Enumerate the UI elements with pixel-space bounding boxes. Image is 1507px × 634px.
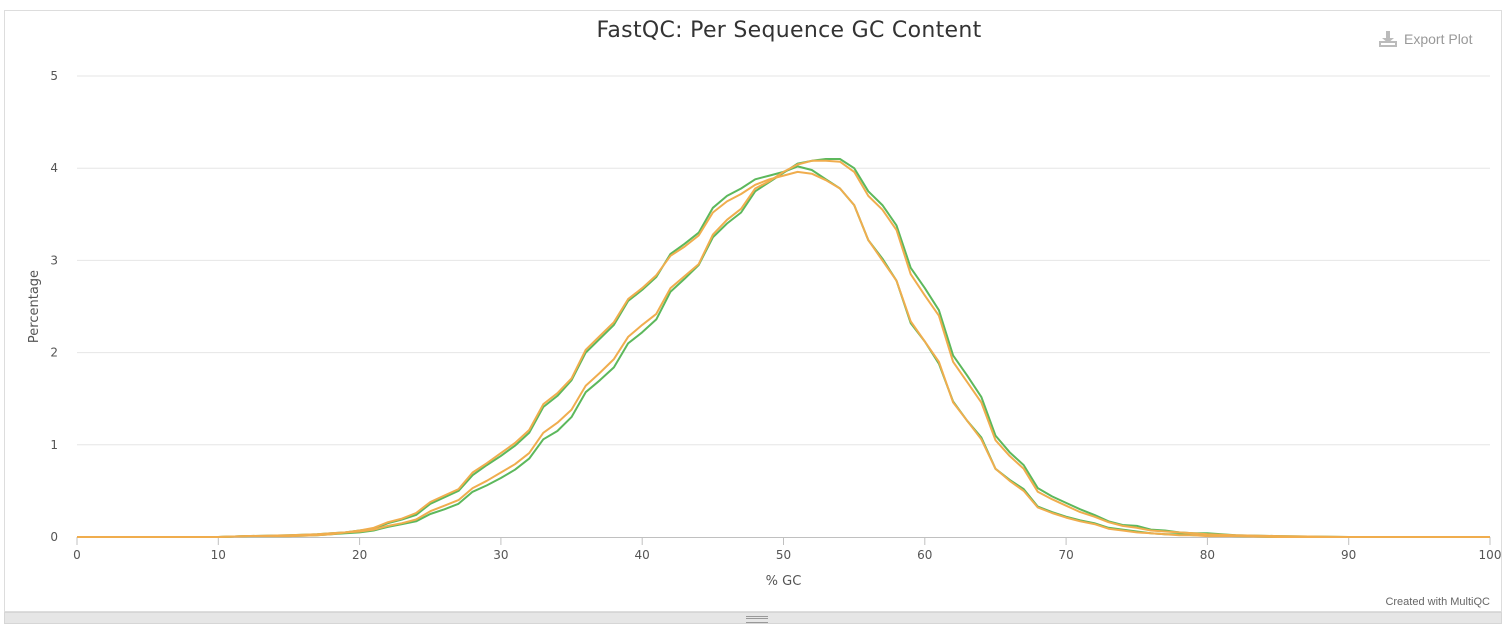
x-tick-labels: 0 10 20 30 40 50 60 70 80 90 100 — [73, 548, 1501, 562]
y-tick-label: 3 — [50, 253, 58, 267]
download-icon — [1378, 30, 1398, 48]
x-tick-label: 70 — [1058, 548, 1073, 562]
x-tick-label: 30 — [493, 548, 508, 562]
x-axis-label: % GC — [766, 574, 802, 589]
export-plot-label: Export Plot — [1404, 31, 1473, 47]
series-line-2[interactable] — [77, 165, 1490, 538]
x-tick-label: 20 — [352, 548, 367, 562]
x-tick-label: 80 — [1200, 548, 1215, 562]
series-lines — [77, 158, 1490, 538]
y-tick-label: 2 — [50, 346, 58, 360]
y-axis-label: Percentage — [27, 270, 42, 343]
x-tick-label: 0 — [73, 548, 81, 562]
x-tick-label: 100 — [1479, 548, 1502, 562]
y-tick-label: 1 — [50, 438, 58, 452]
y-tick-label: 4 — [50, 161, 58, 175]
multiqc-credit[interactable]: Created with MultiQC — [1385, 596, 1490, 608]
plot-resize-handle[interactable] — [4, 612, 1502, 624]
chart-container — [4, 10, 1502, 612]
gridlines — [77, 75, 1490, 446]
chart-title: FastQC: Per Sequence GC Content — [596, 18, 982, 43]
resize-grip-icon — [746, 616, 768, 623]
series-line-3[interactable] — [77, 159, 1490, 538]
y-tick-labels: 0 1 2 3 4 5 — [50, 69, 58, 544]
x-tick-label: 10 — [211, 548, 226, 562]
x-tick-label: 90 — [1341, 548, 1356, 562]
y-tick-label: 5 — [50, 69, 58, 83]
x-tick-label: 60 — [917, 548, 932, 562]
x-tick-label: 40 — [635, 548, 650, 562]
series-line-1[interactable] — [77, 158, 1490, 538]
series-line-4[interactable] — [77, 170, 1490, 538]
export-plot-button[interactable]: Export Plot — [1378, 28, 1472, 50]
y-tick-label: 0 — [50, 530, 58, 544]
x-axis — [76, 537, 1491, 545]
x-tick-label: 50 — [776, 548, 791, 562]
